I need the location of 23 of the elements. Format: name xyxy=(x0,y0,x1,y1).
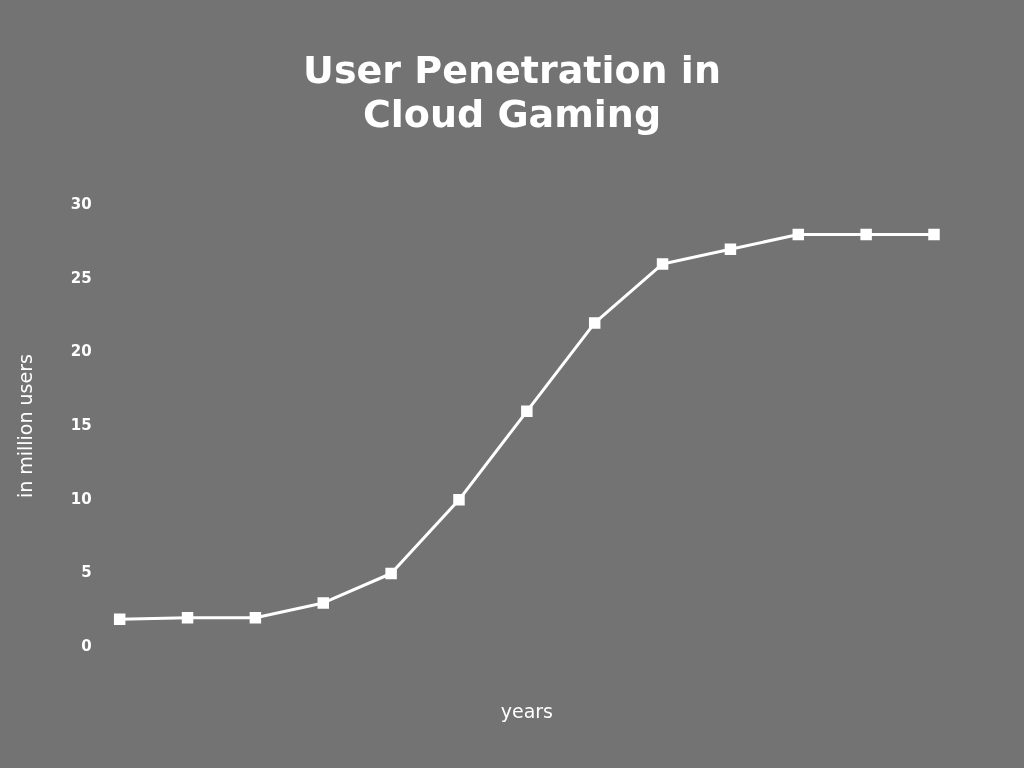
y-tick-label: 30 xyxy=(70,194,92,213)
point xyxy=(860,228,872,241)
chart-title: User Penetration in Cloud Gaming xyxy=(302,48,722,136)
point xyxy=(656,258,669,270)
point xyxy=(792,228,805,241)
point xyxy=(724,243,737,255)
point xyxy=(588,317,601,329)
x-axis-title: years xyxy=(500,699,553,722)
y-axis-title: in million users xyxy=(14,354,37,499)
point xyxy=(113,613,126,625)
point xyxy=(521,405,533,418)
point xyxy=(928,228,940,241)
y-tick-label: 0 xyxy=(81,637,92,656)
y-tick-label: 15 xyxy=(70,415,92,434)
point xyxy=(453,494,465,506)
y-tick-label: 25 xyxy=(70,268,92,287)
point xyxy=(385,567,397,580)
point xyxy=(317,597,329,609)
point xyxy=(249,611,262,624)
y-tick-label: 10 xyxy=(70,489,92,508)
y-tick-label: 20 xyxy=(70,342,92,361)
y-tick-label: 5 xyxy=(81,563,92,582)
point xyxy=(181,611,194,624)
